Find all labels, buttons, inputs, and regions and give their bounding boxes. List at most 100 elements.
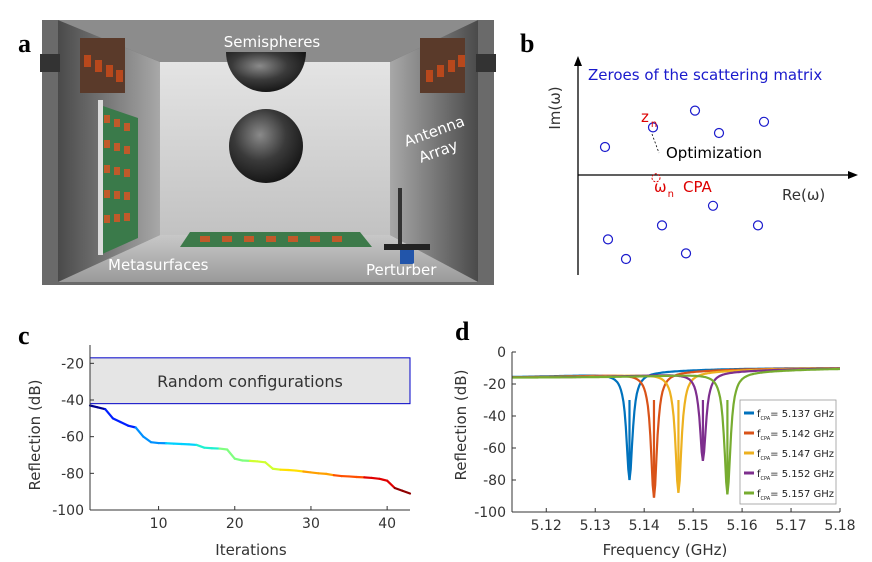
c-xtick-label: 40 <box>378 516 396 532</box>
c-line-segment <box>264 461 274 470</box>
omega-label: ωn <box>654 178 674 200</box>
perturber-stand <box>384 244 430 250</box>
c-line-segment <box>195 443 206 449</box>
c-line-segment <box>226 448 236 460</box>
perturber-base <box>400 250 414 264</box>
d-xtick-label: 5.12 <box>531 518 562 534</box>
c-line-segment <box>248 459 259 463</box>
zn-sub: n <box>651 119 657 130</box>
sphere-middle <box>229 109 303 183</box>
c-line-segment <box>134 426 145 438</box>
metasurface-cells <box>104 115 130 223</box>
c-line-segment <box>294 469 305 473</box>
c-line-segment <box>271 467 282 471</box>
zn-main: z <box>641 108 649 126</box>
d-legend-label: fCPA= 5.137 GHz <box>757 409 834 422</box>
label-metasurfaces: Metasurfaces <box>108 256 209 274</box>
zero-point <box>602 234 614 245</box>
c-ylabel: Reflection (dB) <box>26 380 44 491</box>
omega-main: ω <box>654 178 667 196</box>
zero-point <box>707 200 719 211</box>
c-line-segment <box>218 447 229 451</box>
label-perturber: Perturber <box>366 261 437 279</box>
d-legend-label: fCPA= 5.147 GHz <box>757 449 834 462</box>
cpa-label: CPA <box>683 178 713 196</box>
d-xtick-label: 5.13 <box>580 518 611 534</box>
floor <box>58 235 478 282</box>
d-legend-label: fCPA= 5.157 GHz <box>757 489 834 502</box>
c-line-segment <box>142 435 153 444</box>
perturber-rod <box>398 188 402 246</box>
c-ytick-label: -20 <box>61 356 84 372</box>
panel-d: 0 -20 -40 -60 -80 -100 5.12 5.13 5.14 5.15 5.16 5.1… <box>452 345 856 559</box>
c-line-segment <box>393 486 404 492</box>
c-line-segment <box>332 474 343 478</box>
c-line-segment <box>325 472 335 477</box>
d-legend-label: fCPA= 5.142 GHz <box>757 429 834 442</box>
c-line-segment <box>149 441 160 445</box>
flange-left <box>40 54 60 72</box>
cpa-marker <box>651 173 661 183</box>
panel-b: Im(ω) Re(ω) Zeroes of the scattering mat… <box>546 56 858 275</box>
c-line-segment <box>347 475 358 479</box>
d-legend-box <box>739 399 837 505</box>
label-semispheres: Semispheres <box>224 33 321 51</box>
c-line-segment <box>256 460 267 464</box>
c-line-segment <box>96 406 107 411</box>
panel-c-axes: -20 -40 -60 -80 -100 10 20 30 40 <box>52 345 410 532</box>
panel-label-b: b <box>520 29 534 58</box>
c-xtick-label: 20 <box>226 516 244 532</box>
random-config-label: Random configurations <box>157 372 343 391</box>
panel-label-d: d <box>455 317 470 346</box>
d-xtick-label: 5.18 <box>824 518 855 534</box>
c-line-segment <box>104 408 114 420</box>
c-xtick-label: 30 <box>302 516 320 532</box>
im-axis-label: Im(ω) <box>546 86 564 129</box>
panel-label-c: c <box>18 321 30 350</box>
optimization-path <box>651 133 660 154</box>
c-line-segment <box>203 446 214 450</box>
panel-a-illustration: Semispheres Antenna Array Metasurfaces P… <box>40 20 496 285</box>
zero-point <box>620 253 632 265</box>
re-axis-label: Re(ω) <box>782 186 825 204</box>
zero-point <box>599 141 611 153</box>
c-xlabel: Iterations <box>215 541 287 559</box>
d-xtick-label: 5.14 <box>629 518 660 534</box>
c-line-segment <box>126 424 137 429</box>
c-line-segment <box>302 470 313 474</box>
hemisphere-top <box>226 52 306 92</box>
c-ytick-label: -60 <box>61 430 84 446</box>
d-ytick-label: -60 <box>483 441 506 457</box>
c-ytick-label: -100 <box>52 503 84 519</box>
optimization-label: Optimization <box>666 144 762 162</box>
c-ytick-label: -80 <box>61 466 84 482</box>
d-ytick-label: 0 <box>497 345 506 361</box>
d-xtick-label: 5.16 <box>727 518 758 534</box>
panel-d-curves <box>512 367 840 498</box>
panel-b-title: Zeroes of the scattering matrix <box>588 66 822 84</box>
d-xlabel: Frequency (GHz) <box>603 541 728 559</box>
c-xtick-label: 10 <box>150 516 168 532</box>
c-line-segment <box>363 476 374 480</box>
metasurface-mount <box>98 100 103 255</box>
d-legend-label: fCPA= 5.152 GHz <box>757 469 834 482</box>
c-line-segment <box>119 420 130 427</box>
c-line-segment <box>233 457 244 462</box>
re-axis-arrow <box>848 171 858 179</box>
c-line-segment <box>386 479 396 490</box>
zero-point <box>752 220 764 231</box>
c-line-segment <box>309 471 320 475</box>
c-line-segment <box>286 468 297 472</box>
zero-point <box>758 116 770 127</box>
c-line-segment <box>317 472 328 475</box>
panel-d-legend: fCPA= 5.137 GHz fCPA= 5.142 GHz fCPA= 5.14… <box>739 399 837 505</box>
zero-point <box>656 220 668 231</box>
zero-point <box>713 127 725 139</box>
ceiling <box>58 20 478 62</box>
flange-right <box>476 54 496 72</box>
c-line-segment <box>401 489 412 495</box>
zero-point <box>689 105 701 116</box>
panel-d-axes: 0 -20 -40 -60 -80 -100 5.12 5.13 5.14 5.15 5.16 5.1… <box>474 345 855 534</box>
